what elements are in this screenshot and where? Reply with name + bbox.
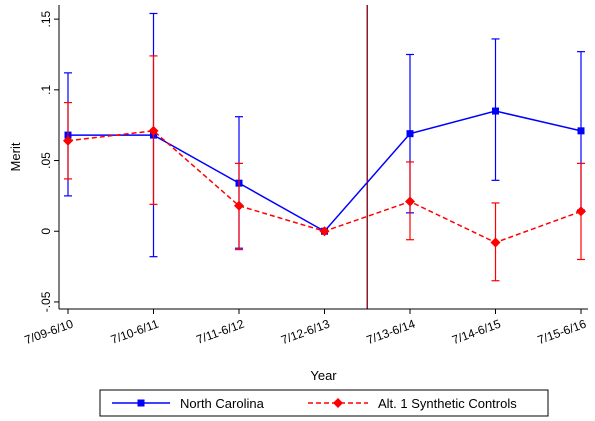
x-tick-label: 7/10-6/11 bbox=[109, 317, 161, 347]
data-point bbox=[234, 200, 244, 211]
legend-marker bbox=[137, 399, 145, 407]
x-axis-title: Year bbox=[310, 368, 337, 383]
series-north-carolina bbox=[64, 12, 585, 258]
series-line bbox=[67, 130, 582, 244]
data-point bbox=[577, 127, 585, 135]
y-tick-label: .1 bbox=[39, 85, 53, 95]
legend-label: Alt. 1 Synthetic Controls bbox=[378, 396, 517, 411]
series-synthetic-controls bbox=[63, 55, 586, 282]
x-tick-label: 7/13-6/14 bbox=[365, 317, 418, 348]
plot-area bbox=[63, 5, 586, 309]
x-tick-label: 7/14-6/15 bbox=[450, 317, 503, 348]
x-tick-label: 7/15-6/16 bbox=[536, 317, 589, 348]
data-point bbox=[406, 130, 414, 138]
legend: North Carolina Alt. 1 Synthetic Controls bbox=[99, 389, 549, 417]
data-point bbox=[492, 107, 499, 115]
y-tick-label: 0 bbox=[39, 228, 53, 235]
series-line bbox=[68, 110, 582, 233]
data-point bbox=[576, 206, 586, 217]
y-tick-label: -.05 bbox=[39, 291, 53, 312]
data-point bbox=[148, 125, 159, 136]
axes: -.05 0 .05 .1 .15 7/09-6/10 7/10-6/11 7/11-6/12… bbox=[23, 5, 589, 348]
y-tick-label: .05 bbox=[39, 152, 53, 169]
data-point bbox=[405, 196, 415, 207]
legend-label: North Carolina bbox=[180, 396, 265, 411]
y-axis-title: Merit bbox=[8, 142, 23, 171]
data-point bbox=[490, 237, 501, 248]
x-tick-label: 7/11-6/12 bbox=[194, 317, 246, 347]
y-tick-label: .15 bbox=[39, 10, 53, 27]
legend-marker bbox=[333, 398, 343, 408]
x-tick-label: 7/12-6/13 bbox=[279, 317, 332, 348]
data-point bbox=[63, 135, 73, 146]
x-tick-label: 7/09-6/10 bbox=[23, 317, 76, 348]
data-point bbox=[319, 226, 330, 237]
